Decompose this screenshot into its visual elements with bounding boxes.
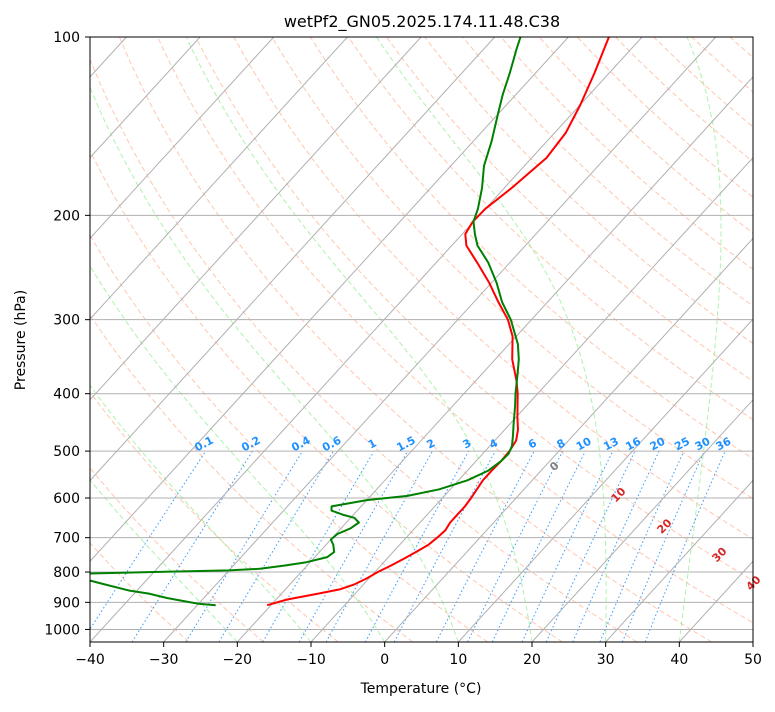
mixing-ratio-label: 25 [672,435,692,454]
x-tick-label: −40 [75,652,105,668]
isotherm-label: 30 [710,545,730,565]
isobar-grid [0,37,775,642]
isotherm-line [458,37,775,642]
isotherm-label: 40 [744,573,764,593]
y-tick-label: 700 [53,531,80,547]
dry-adiabat-line [539,37,775,642]
y-tick-label: 1000 [44,622,80,638]
mixing-ratio-line [186,451,303,642]
x-tick-label: 40 [670,652,688,668]
mixing-ratio-line [573,451,659,642]
mixing-ratio-label: 20 [648,435,668,454]
isotherm-line [16,37,568,642]
dry-adiabat-line [616,37,775,642]
mixing-ratio-label: 3 [461,436,474,451]
y-tick-label: 200 [53,208,80,224]
x-tick-label: 30 [597,652,615,668]
y-tick-label: 400 [53,387,80,403]
mixing-ratio-line [468,451,563,642]
chart-title: wetPf2_GN05.2025.174.11.48.C38 [284,12,560,32]
isotherm-line [0,37,421,642]
x-axis-label: Temperature (°C) [360,681,482,697]
isotherm-line [0,37,347,642]
y-tick-label: 100 [53,30,80,46]
moist-adiabat-line [0,37,237,642]
x-tick-label: −10 [296,652,326,668]
mixing-ratio-label: 30 [693,435,713,454]
profile-series [63,37,609,605]
x-tick-label: −30 [149,652,179,668]
mixing-ratio-label: 4 [487,436,500,451]
isotherm-line [90,37,642,642]
isotherm-line [0,37,200,642]
dry-adiabat-line [730,37,775,642]
mixing-ratio-label: 10 [574,435,594,454]
x-tick-label: 0 [380,652,389,668]
dry-adiabat-line [272,37,775,642]
x-tick-label: −20 [223,652,253,668]
dry-adiabat-line [692,37,775,642]
mixing-ratio-line [132,451,253,642]
mixing-ratio-label: 16 [623,435,643,454]
y-tick-label: 800 [53,565,80,581]
moist-adiabat-line [0,37,385,642]
background-lines [0,37,775,642]
dry-adiabat-line [0,37,264,642]
mixing-ratio-line [82,451,206,642]
moist-adiabat-line [376,37,606,642]
plot-frame [90,37,753,642]
y-tick-label: 900 [53,595,80,611]
dry-adiabat-line [577,37,775,642]
mixing-ratio-label: 2 [424,436,437,451]
isotherm-line [606,37,775,642]
dry-adiabat-line [81,37,637,642]
x-tick-label: 50 [744,652,762,668]
isotherm-line [753,37,775,642]
x-tick-label: 10 [449,652,467,668]
mixing-ratio-line [600,451,684,642]
y-tick-label: 300 [53,313,80,329]
dry-adiabat-line [158,37,775,642]
mixing-ratio-line [219,451,333,642]
y-axis-label: Pressure (hPa) [13,290,29,390]
isotherm-label: 0 [547,459,562,474]
x-tick-label: 20 [523,652,541,668]
mixing-ratio-line [546,451,635,642]
isotherm-label: 20 [655,516,675,536]
y-tick-label: 600 [53,491,80,507]
dry-adiabat-line [0,37,413,642]
mixing-ratio-label: 6 [526,436,539,451]
dry-adiabat-line [0,37,338,642]
mixing-ratio-line [622,451,704,642]
mixing-ratio-line [492,451,585,642]
mixing-ratio-line [394,451,495,642]
isotherm-label: 10 [609,485,629,505]
mixing-ratio-label: 36 [714,435,734,454]
y-tick-label: 500 [53,444,80,460]
mixing-ratio-line [645,451,725,642]
mixing-ratio-line [365,451,468,642]
mixing-ratio-label: 13 [601,435,621,454]
dry-adiabat-line [463,37,775,642]
mixing-ratio-line [263,451,374,642]
